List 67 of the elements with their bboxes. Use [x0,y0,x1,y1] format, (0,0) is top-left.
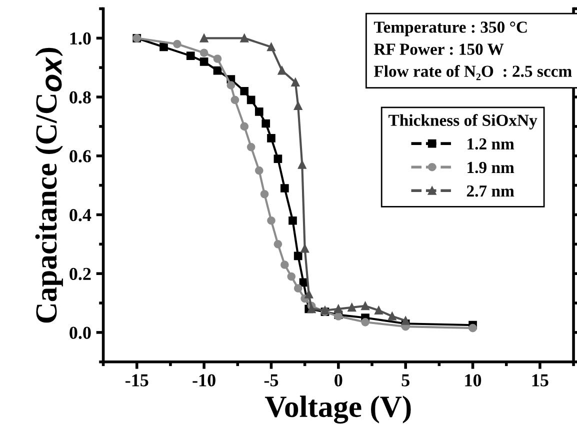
point [260,190,269,198]
point [160,42,168,52]
point [173,40,182,48]
point [267,42,276,52]
point [274,240,282,248]
point [240,122,249,131]
y-tick-label: 1.0 [70,32,91,45]
x-tick-label: -10 [192,374,216,386]
x-tick-label: 5 [402,374,410,386]
point [361,302,370,310]
point [468,324,477,332]
x-tick-label: 15 [532,374,548,386]
point [278,66,286,75]
annotation: Temperature : 350 °C [374,22,527,36]
y-tick-label: 0.0 [70,326,91,339]
point [374,306,383,315]
y-tick-label: 0.2 [70,268,91,280]
point [200,48,208,58]
point [226,81,236,90]
point [213,54,222,63]
legend-label: 2.7 nm [466,185,514,197]
x-tick-label: -5 [264,374,278,386]
point [246,142,256,152]
point [274,154,282,163]
legend-label: 1.2 nm [468,138,514,150]
point [334,304,343,314]
point [246,96,256,104]
point [213,66,222,75]
point [280,184,289,192]
point [230,96,240,104]
point [200,58,208,66]
annotation: Flow rate of N₂O : 2.5 sccm [374,65,572,80]
legend-title: Thickness of SiOxNy [388,114,538,130]
point [294,284,302,292]
point [240,34,249,42]
point [254,108,264,116]
y-axis-title: Capacitance (C/C$_{OX}$) [35,48,63,323]
point [267,216,276,225]
point [254,166,264,175]
x-axis-title: Voltage (V) [265,396,411,424]
point [401,316,410,325]
point [186,52,195,60]
point [298,160,306,169]
x-tick-label: 10 [465,374,482,386]
point [200,34,208,42]
point [307,304,316,314]
point [361,318,370,326]
point [294,252,302,260]
point [294,102,302,110]
x-tick-label: 0 [334,374,342,386]
y-tick-label: 0.6 [70,150,91,162]
point [388,312,396,320]
point [348,303,356,312]
point [288,216,297,225]
point [291,78,300,86]
point [240,86,249,96]
annotation: RF Power : 150 W [374,44,504,55]
point [304,290,314,298]
point [300,244,309,253]
point [280,260,289,269]
point [287,272,296,281]
x-tick-label: -15 [126,374,148,386]
y-tick-label: 0.8 [70,91,91,104]
point [267,134,276,142]
point [262,119,270,128]
legend-label: 1.9 nm [468,162,514,174]
y-tick-label: 0.4 [70,208,92,222]
